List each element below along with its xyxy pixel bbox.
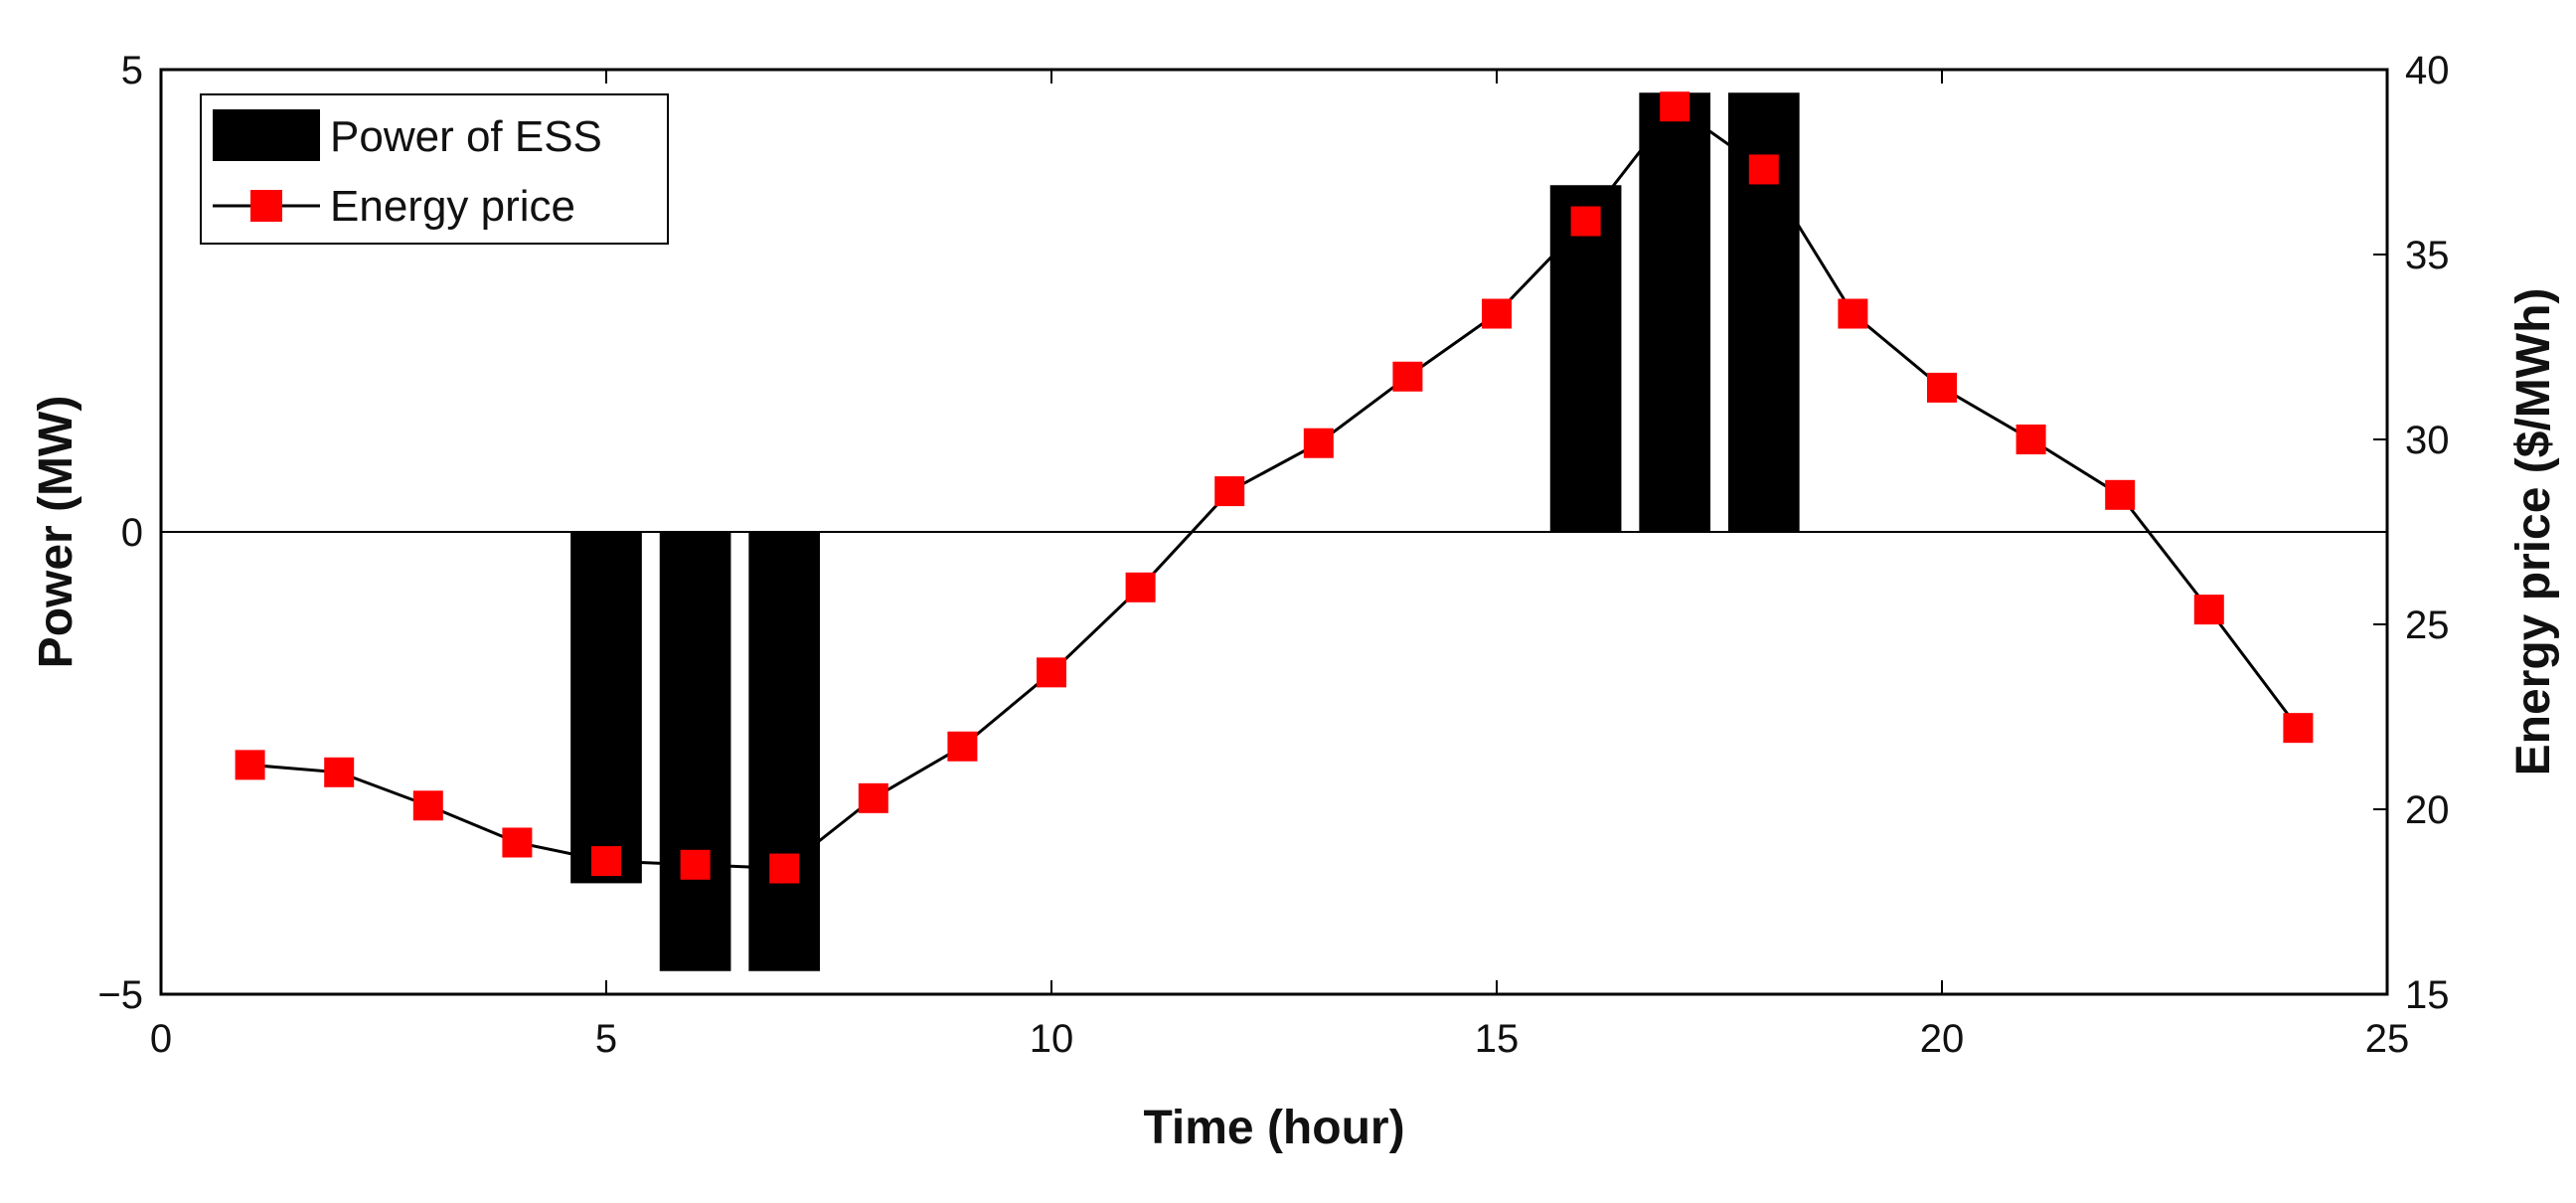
- energy-price-marker: [1748, 154, 1779, 185]
- energy-price-marker: [1927, 372, 1957, 403]
- legend-label-power-of-ess: Power of ESS: [330, 112, 602, 161]
- ess-power-bar: [659, 532, 731, 971]
- right-y-axis-ticks: 15 20 25 30 35 40: [2373, 49, 2450, 1017]
- x-tick-label: 5: [595, 1017, 617, 1061]
- energy-price-marker: [1660, 91, 1690, 122]
- x-tick-label: 0: [150, 1017, 172, 1061]
- ess-power-bar: [570, 532, 642, 884]
- energy-price-marker: [502, 827, 533, 858]
- energy-price-marker: [2193, 595, 2224, 625]
- legend-marker-swatch: [250, 190, 282, 222]
- energy-price-marker: [769, 853, 800, 884]
- right-y-tick-label: 35: [2405, 234, 2450, 277]
- x-tick-label: 20: [1920, 1017, 1965, 1061]
- energy-price-marker: [680, 849, 711, 880]
- ess-power-bar: [1549, 185, 1622, 532]
- energy-price-marker: [858, 782, 888, 813]
- energy-price-marker: [947, 731, 978, 762]
- left-y-tick-label: 5: [121, 49, 143, 92]
- energy-price-marker: [1482, 298, 1512, 329]
- x-tick-label: 25: [2365, 1017, 2410, 1061]
- right-y-tick-label: 40: [2405, 49, 2450, 92]
- ess-power-bar: [1639, 92, 1711, 532]
- energy-price-marker: [412, 790, 443, 821]
- energy-price-marker: [324, 757, 355, 787]
- energy-price-marker: [1214, 476, 1245, 507]
- legend: Power of ESS Energy price: [200, 93, 669, 245]
- energy-price-marker: [2105, 479, 2136, 510]
- x-tick-label: 10: [1030, 1017, 1074, 1061]
- energy-price-marker: [1125, 572, 1156, 602]
- right-y-tick-label: 15: [2405, 973, 2450, 1017]
- x-axis-title: Time (hour): [1143, 1102, 1404, 1154]
- energy-price-markers: [235, 91, 2314, 884]
- legend-bar-swatch: [213, 109, 320, 161]
- left-y-axis-title: Power (MW): [30, 396, 82, 669]
- energy-price-marker: [1570, 206, 1601, 237]
- ess-power-bar: [748, 532, 821, 971]
- right-y-axis-title: Energy price ($/MWh): [2507, 288, 2560, 776]
- energy-price-marker: [591, 846, 621, 877]
- left-y-tick-label: −5: [97, 973, 143, 1017]
- energy-price-marker: [1303, 428, 1334, 458]
- ess-power-bars: [570, 92, 1800, 971]
- left-y-tick-label: 0: [121, 511, 143, 555]
- energy-price-marker: [235, 750, 265, 780]
- energy-price-marker: [1838, 298, 1868, 329]
- left-y-axis-ticks: −5 0 5: [97, 49, 175, 1017]
- x-axis-ticks: 0 5 10 15 20 25: [150, 70, 2409, 1061]
- right-y-tick-label: 25: [2405, 603, 2450, 647]
- right-y-tick-label: 20: [2405, 788, 2450, 832]
- energy-price-marker: [2283, 713, 2314, 744]
- x-tick-label: 15: [1475, 1017, 1520, 1061]
- energy-price-marker: [1392, 361, 1423, 392]
- right-y-tick-label: 30: [2405, 419, 2450, 462]
- legend-label-energy-price: Energy price: [330, 182, 575, 231]
- energy-price-marker: [1037, 657, 1066, 688]
- energy-price-marker: [2015, 425, 2046, 454]
